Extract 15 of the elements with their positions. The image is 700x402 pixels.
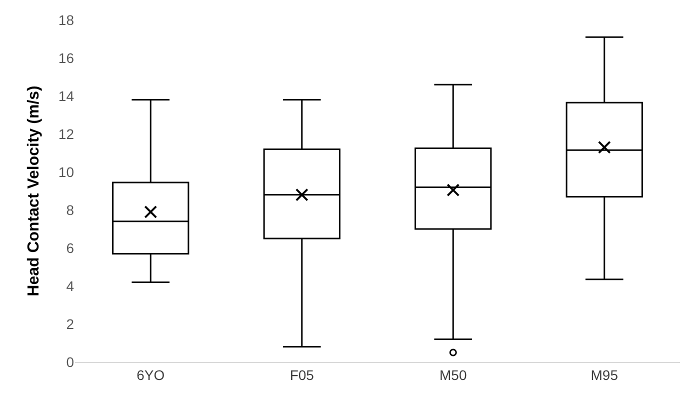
y-tick-label: 16 [58,50,74,66]
y-tick-label: 14 [58,88,74,104]
y-tick-label: 18 [58,12,74,28]
x-tick-label: M95 [590,366,618,383]
x-tick-label: 6YO [136,366,165,383]
y-tick-label: 6 [66,240,74,256]
y-tick-label: 8 [66,202,74,218]
y-tick-label: 4 [66,278,74,294]
x-tick-label: F05 [290,366,314,383]
y-tick-label: 12 [58,126,74,142]
y-tick-label: 10 [58,164,74,180]
x-tick-label: M50 [440,366,467,383]
y-tick-label: 2 [66,316,74,332]
y-tick-label: 0 [66,354,74,370]
y-axis-title: Head Contact Velocity (m/s) [25,86,42,296]
